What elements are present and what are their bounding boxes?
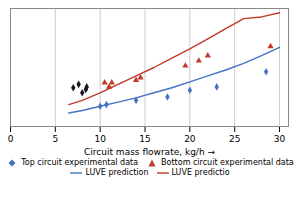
svg-text:Circuit mass flowrate, kg/h →: Circuit mass flowrate, kg/h →: [84, 147, 215, 157]
svg-text:20: 20: [184, 134, 196, 144]
html-text:Top circuit experimental data: Top circuit experimental data: [21, 158, 139, 167]
svg-text:15: 15: [139, 134, 150, 144]
svg-text:10: 10: [94, 134, 106, 144]
html-text:LUVE prediction: LUVE prediction: [85, 168, 149, 177]
html-text:Bottom circuit experimental da: Bottom circuit experimental data: [161, 158, 294, 167]
svg-text:5: 5: [52, 134, 58, 144]
svg-text:30: 30: [274, 134, 286, 144]
html-text:LUVE predictio: LUVE predictio: [171, 168, 230, 177]
svg-text:25: 25: [229, 134, 240, 144]
svg-text:0: 0: [8, 134, 14, 144]
